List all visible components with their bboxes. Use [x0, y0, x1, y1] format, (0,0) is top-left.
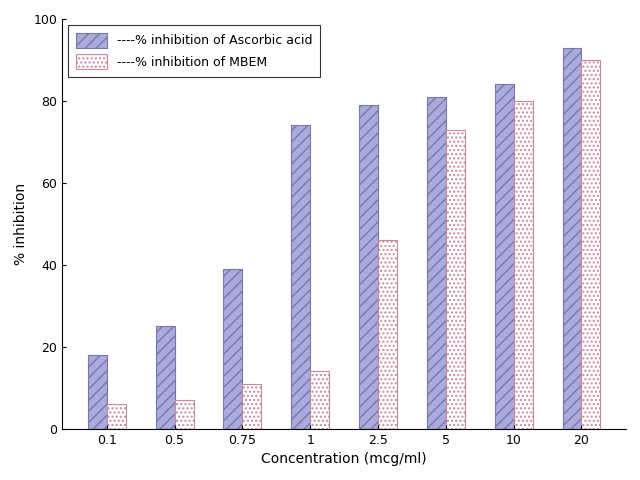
Bar: [291, 125, 310, 429]
Bar: [514, 101, 532, 429]
Bar: [378, 240, 397, 429]
Bar: [107, 404, 126, 429]
Bar: [310, 372, 329, 429]
Bar: [223, 269, 243, 429]
X-axis label: Concentration (mcg/ml): Concentration (mcg/ml): [261, 452, 427, 466]
Bar: [175, 400, 194, 429]
Bar: [582, 60, 600, 429]
Bar: [156, 326, 175, 429]
Bar: [495, 84, 514, 429]
Bar: [446, 130, 465, 429]
Legend: ----% inhibition of Ascorbic acid, ----% inhibition of MBEM: ----% inhibition of Ascorbic acid, ----%…: [68, 25, 320, 77]
Bar: [427, 97, 446, 429]
Y-axis label: % inhibition: % inhibition: [14, 183, 28, 265]
Bar: [88, 355, 107, 429]
Bar: [563, 48, 582, 429]
Bar: [359, 105, 378, 429]
Bar: [243, 384, 261, 429]
